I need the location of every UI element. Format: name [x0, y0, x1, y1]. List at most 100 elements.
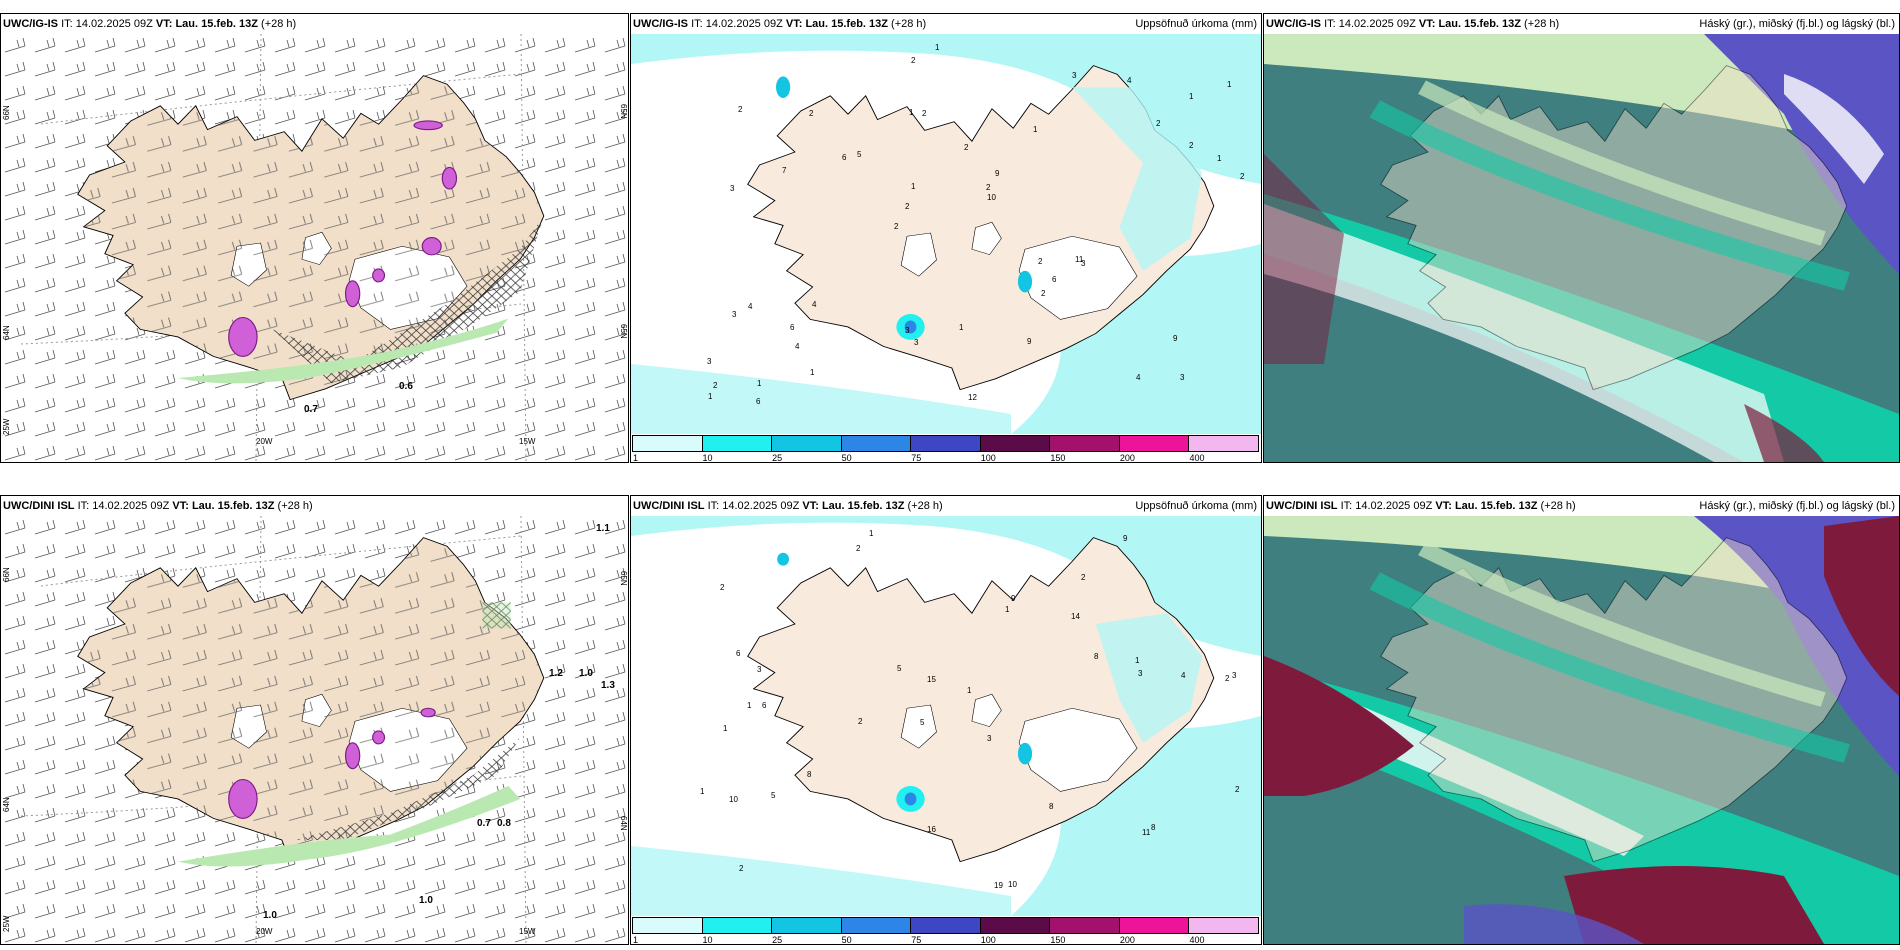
precip-value: 1: [723, 724, 728, 733]
precip-value: 1: [1005, 605, 1010, 614]
precip-value: 3: [987, 734, 992, 743]
precip-value: 1: [810, 368, 815, 377]
precip-value: 2: [1041, 289, 1046, 298]
precip-value: 2: [1240, 172, 1245, 181]
vt-value: Lau. 15.feb. 13Z: [1438, 18, 1521, 30]
colorbar-swatch: [910, 917, 981, 934]
cloud-map: [1264, 34, 1899, 462]
precip-value: 1: [747, 701, 752, 710]
precip-panel-row1: UWC/IG-IS IT: 14.02.2025 09Z VT: Lau. 15…: [630, 13, 1262, 463]
precip-value: 1: [1033, 125, 1038, 134]
colorbar-swatch: [910, 435, 981, 452]
model-name: UWC/IG-IS: [3, 18, 58, 30]
lead-time: (+28 h): [891, 18, 927, 30]
model-name: UWC/IG-IS: [1266, 18, 1321, 30]
precip-value: 8: [1094, 652, 1099, 661]
vt-label: VT:: [172, 500, 189, 512]
precip-value: 7: [782, 166, 787, 175]
panel-title: Háský (gr.), miðský (fj.bl.) og lágský (…: [1699, 500, 1895, 512]
colorbar-swatch: [1188, 917, 1259, 934]
precip-value: 3: [1232, 671, 1237, 680]
precip-value: 8: [807, 770, 812, 779]
lat-label: 64N: [2, 797, 11, 812]
model-name: UWC/IG-IS: [633, 18, 688, 30]
edge-label: 65N: [619, 324, 628, 339]
precip-value: 2: [1189, 141, 1194, 150]
precip-value: 1: [935, 43, 940, 52]
lat-label: 66N: [2, 105, 11, 120]
model-name: UWC/DINI ISL: [633, 500, 705, 512]
colorbar-swatch: [840, 917, 912, 934]
colorbar-swatch: [771, 435, 842, 452]
colorbar-tick: 25: [772, 453, 783, 463]
colorbar-swatch: [632, 917, 703, 934]
precip-value: 9: [995, 169, 1000, 178]
vt-label: VT:: [155, 18, 173, 30]
edge-label: 64N: [619, 816, 628, 831]
precip-value: 9: [1173, 334, 1178, 343]
precip-value: 2: [1081, 573, 1086, 582]
lon-label: 15W: [519, 927, 536, 936]
edge-label: 65N: [619, 571, 628, 586]
panel-header: UWC/DINI ISL IT: 14.02.2025 09Z VT: Lau.…: [631, 496, 1261, 516]
precip-value: 4: [795, 342, 800, 351]
it-value: 14.02.2025 09Z: [92, 500, 170, 512]
precip-value: 9: [1027, 337, 1032, 346]
colorbar-swatch: [979, 917, 1051, 934]
precip-value: 2: [986, 183, 991, 192]
colorbar-swatch: [1049, 917, 1120, 934]
precip-map: 3312111245342932222223123449111267211223…: [631, 34, 1261, 434]
precip-value: 15: [927, 675, 936, 684]
precip-values: 3312111245342932222223123449111267211223…: [707, 43, 1245, 406]
wind-label: 0.8: [497, 818, 511, 829]
lon-label: 20W: [256, 927, 273, 936]
precip-value: 3: [1180, 373, 1185, 382]
precip-value: 11: [1142, 828, 1151, 837]
precip-value: 3: [1138, 669, 1143, 678]
colorbar-tick: 200: [1119, 935, 1135, 945]
precip-value: 8: [1151, 823, 1156, 832]
wind-map: 0.7 0.6 20W 15W 66N 64N 25W 65N 65N: [1, 34, 628, 462]
precip-value: 2: [858, 717, 863, 726]
colorbar-swatch: [1049, 435, 1120, 452]
vt-value: Lau. 15.feb. 13Z: [175, 18, 258, 30]
panel-header: UWC/IG-IS IT: 14.02.2025 09Z VT: Lau. 15…: [1264, 14, 1899, 34]
lead-time: (+28 h): [1524, 18, 1560, 30]
precip-value: 2: [856, 544, 861, 553]
it-value: 14.02.2025 09Z: [1355, 500, 1433, 512]
panel-header: UWC/DINI ISL IT: 14.02.2025 09Z VT: Lau.…: [1, 496, 628, 516]
precip-value: 10: [729, 795, 738, 804]
precip-value: 2: [1038, 257, 1043, 266]
precip-value: 5: [920, 718, 925, 727]
precip-value: 3: [707, 357, 712, 366]
precip-value: 2: [922, 109, 927, 118]
precip-value: 10: [1008, 880, 1017, 889]
precip-value: 5: [857, 150, 862, 159]
precip-value: 6: [842, 153, 847, 162]
it-label: IT:: [61, 18, 73, 30]
precip-value: 1: [1217, 154, 1222, 163]
lead-time: (+28 h): [261, 18, 297, 30]
precip-value: 6: [1052, 275, 1057, 284]
precip-value: 2: [964, 143, 969, 152]
it-label: IT:: [707, 500, 720, 512]
wind-label: 1.1: [596, 523, 610, 534]
precip-value: 19: [994, 881, 1003, 890]
precip-value: 2: [720, 583, 725, 592]
colorbar-tick: 1: [633, 935, 639, 945]
colorbar-swatch: [840, 435, 912, 452]
colorbar-tick: 25: [772, 935, 783, 945]
it-label: IT:: [77, 500, 90, 512]
colorbar-tick: 400: [1189, 453, 1205, 463]
lat-label: 66N: [2, 567, 11, 582]
panel-title: Uppsöfnuð úrkoma (mm): [1135, 18, 1257, 30]
precip-colorbar: 1 10 25 50 75 100 150 200 400: [632, 435, 1259, 463]
wind-panel-row1: UWC/IG-IS IT: 14.02.2025 09Z VT: Lau. 15…: [0, 13, 629, 463]
colorbar-tick: 200: [1119, 453, 1135, 463]
precip-value: 3: [730, 184, 735, 193]
colorbar-tick: 50: [841, 453, 852, 463]
precip-value: 1: [700, 787, 705, 796]
precip-value: 14: [1071, 612, 1080, 621]
